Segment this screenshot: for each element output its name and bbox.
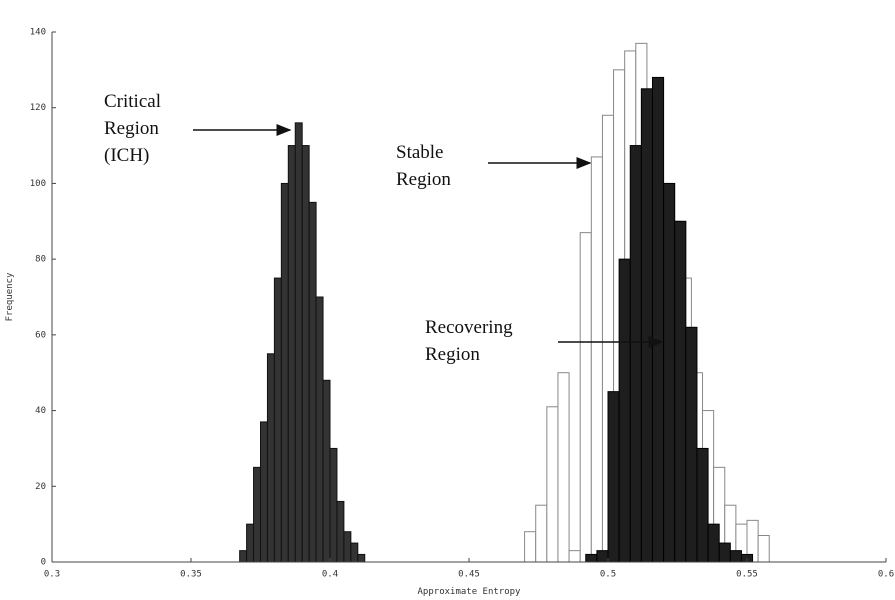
annotation-line: Region	[425, 344, 480, 365]
histogram-bar	[294, 122, 303, 563]
x-tick-label: 0.6	[878, 570, 894, 580]
y-tick-label: 140	[30, 28, 46, 38]
histogram-bar	[266, 353, 275, 563]
histogram-bar	[685, 326, 698, 563]
histogram-bar	[280, 182, 289, 563]
histogram-bar	[707, 523, 720, 563]
histogram-bar	[618, 258, 631, 563]
annotation-line: (ICH)	[104, 145, 149, 166]
histogram-bar	[301, 145, 310, 563]
histogram-bar	[253, 466, 262, 563]
annotation-line: Region	[396, 169, 451, 190]
annotation-line: Stable	[396, 142, 444, 163]
histogram-bar	[546, 406, 559, 563]
histogram-bar	[590, 156, 603, 563]
y-tick-label: 20	[35, 482, 46, 492]
histogram-bar	[322, 379, 331, 563]
histogram-bar	[607, 391, 620, 563]
x-axis-label: Approximate Entropy	[418, 587, 522, 597]
histogram-bar	[524, 531, 537, 563]
histogram-bar	[239, 550, 248, 563]
plot-area: 0 20 40 60 80 100 120 140 0.3 0.35 0.4 0.45 0.5 0.55 0…	[30, 28, 894, 580]
histogram-bar	[585, 553, 598, 563]
y-tick-label: 40	[35, 406, 46, 416]
histogram-bar	[663, 182, 676, 563]
histogram-bar	[729, 550, 742, 563]
histogram-bar	[336, 500, 345, 563]
annotation-line: Region	[104, 118, 159, 139]
y-tick-label: 120	[30, 103, 46, 113]
histogram-bar	[287, 145, 296, 563]
x-tick-label: 0.35	[180, 570, 202, 580]
histogram-bar	[260, 421, 268, 563]
annotation-line: Critical	[104, 91, 161, 112]
histogram-bar	[696, 447, 709, 563]
y-tick-label: 100	[30, 179, 46, 189]
histogram-bar	[329, 447, 338, 563]
histogram-bar	[350, 542, 359, 563]
x-tick-label: 0.3	[44, 570, 60, 580]
histogram-bar	[568, 550, 581, 563]
histogram-bar	[579, 232, 592, 563]
x-tick-label: 0.55	[736, 570, 758, 580]
histogram-bar	[273, 277, 282, 563]
y-axis-label: Frequency	[5, 272, 15, 321]
histogram-bar	[315, 296, 324, 563]
histogram-bar	[757, 535, 770, 563]
histogram-bar	[674, 220, 687, 563]
histogram-bar	[246, 523, 255, 563]
y-tick-label: 0	[41, 558, 46, 568]
annotation-line: Recovering	[425, 317, 513, 338]
histogram-bar	[651, 76, 665, 563]
x-tick-label: 0.5	[600, 570, 616, 580]
histogram-bar	[357, 553, 366, 563]
histogram-bar	[596, 550, 609, 563]
histogram-bar	[308, 201, 317, 563]
histogram-bar	[640, 88, 653, 563]
histogram-bar	[343, 531, 352, 563]
x-tick-label: 0.4	[322, 570, 338, 580]
x-tick-label: 0.45	[458, 570, 480, 580]
y-tick-label: 80	[35, 255, 46, 265]
histogram-bar	[535, 504, 548, 563]
histogram-bar	[718, 542, 731, 563]
y-tick-label: 60	[35, 330, 46, 340]
histogram-bar	[557, 372, 570, 563]
histogram-bar	[629, 145, 642, 563]
